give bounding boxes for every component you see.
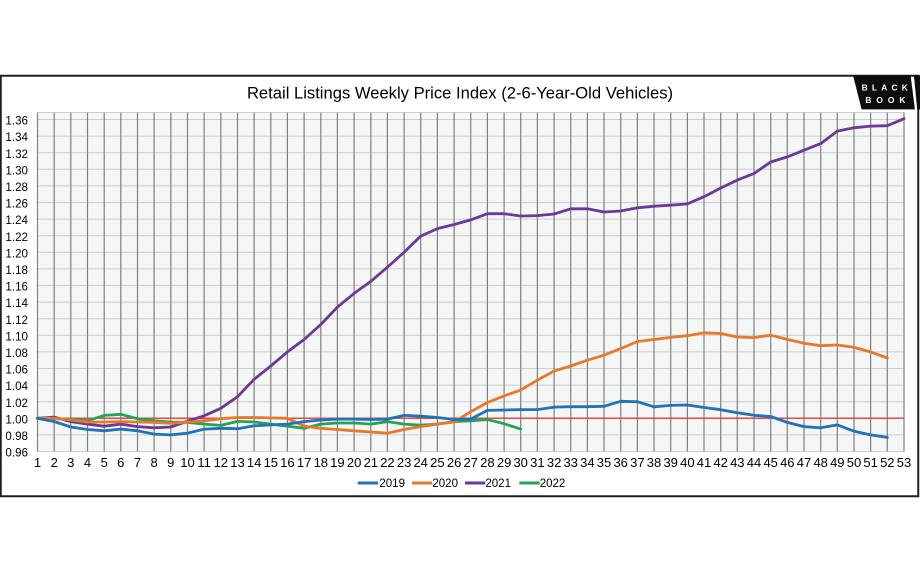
svg-text:26: 26 [447,455,461,470]
svg-text:36: 36 [613,455,627,470]
svg-text:0.96: 0.96 [5,447,28,460]
svg-text:6: 6 [117,455,124,470]
svg-text:51: 51 [863,455,877,470]
svg-text:1.12: 1.12 [5,314,28,327]
svg-text:BOOK: BOOK [865,95,910,105]
svg-text:13: 13 [230,455,244,470]
svg-text:50: 50 [847,455,861,470]
svg-text:11: 11 [197,455,211,470]
svg-text:1.22: 1.22 [5,231,28,244]
svg-text:1.02: 1.02 [5,397,28,410]
svg-text:3: 3 [67,455,74,470]
svg-text:21: 21 [364,455,378,470]
svg-text:1.32: 1.32 [5,148,28,161]
svg-text:48: 48 [813,455,827,470]
svg-text:28: 28 [480,455,494,470]
svg-text:29: 29 [497,455,511,470]
svg-text:2020: 2020 [432,478,458,490]
svg-text:37: 37 [630,455,644,470]
svg-text:1.08: 1.08 [5,347,28,360]
svg-text:2021: 2021 [485,478,511,490]
svg-text:20: 20 [347,455,361,470]
svg-text:34: 34 [580,455,594,470]
svg-text:1.30: 1.30 [5,164,28,177]
svg-text:38: 38 [647,455,661,470]
svg-text:40: 40 [680,455,694,470]
svg-text:BLACK: BLACK [862,82,912,92]
svg-text:39: 39 [663,455,677,470]
svg-text:18: 18 [314,455,328,470]
svg-text:9: 9 [167,455,174,470]
svg-text:1.14: 1.14 [5,297,28,310]
svg-text:12: 12 [214,455,228,470]
svg-text:1.34: 1.34 [5,131,28,144]
svg-text:25: 25 [430,455,444,470]
svg-text:44: 44 [747,455,761,470]
svg-text:16: 16 [280,455,294,470]
svg-text:2022: 2022 [540,478,566,490]
svg-text:42: 42 [713,455,727,470]
svg-text:Retail Listings Weekly Price I: Retail Listings Weekly Price Index (2-6-… [247,84,673,103]
svg-text:1.18: 1.18 [5,264,28,277]
svg-text:41: 41 [697,455,711,470]
svg-text:5: 5 [101,455,108,470]
svg-text:43: 43 [730,455,744,470]
svg-text:19: 19 [330,455,344,470]
svg-text:49: 49 [830,455,844,470]
svg-text:1.36: 1.36 [5,115,28,128]
svg-text:17: 17 [297,455,311,470]
svg-text:1.16: 1.16 [5,281,28,294]
svg-text:52: 52 [880,455,894,470]
svg-text:1.20: 1.20 [5,247,28,260]
svg-text:46: 46 [780,455,794,470]
svg-text:35: 35 [597,455,611,470]
svg-text:33: 33 [563,455,577,470]
svg-text:22: 22 [380,455,394,470]
svg-text:1: 1 [34,455,41,470]
svg-text:10: 10 [180,455,194,470]
svg-text:8: 8 [150,455,157,470]
svg-text:14: 14 [247,455,261,470]
svg-text:1.00: 1.00 [5,413,28,426]
svg-text:15: 15 [264,455,278,470]
svg-text:30: 30 [513,455,527,470]
svg-text:0.98: 0.98 [5,430,28,443]
svg-text:53: 53 [897,455,911,470]
svg-text:45: 45 [763,455,777,470]
svg-text:7: 7 [134,455,141,470]
svg-text:27: 27 [463,455,477,470]
svg-text:1.04: 1.04 [5,380,28,393]
svg-text:1.10: 1.10 [5,330,28,343]
svg-text:1.06: 1.06 [5,364,28,377]
svg-text:1.28: 1.28 [5,181,28,194]
svg-text:23: 23 [397,455,411,470]
svg-text:32: 32 [547,455,561,470]
svg-text:24: 24 [413,455,427,470]
svg-text:47: 47 [797,455,811,470]
svg-text:1.26: 1.26 [5,198,28,211]
svg-text:2019: 2019 [379,478,405,490]
svg-text:31: 31 [530,455,544,470]
svg-text:2: 2 [51,455,58,470]
svg-text:1.24: 1.24 [5,214,28,227]
svg-text:4: 4 [84,455,91,470]
